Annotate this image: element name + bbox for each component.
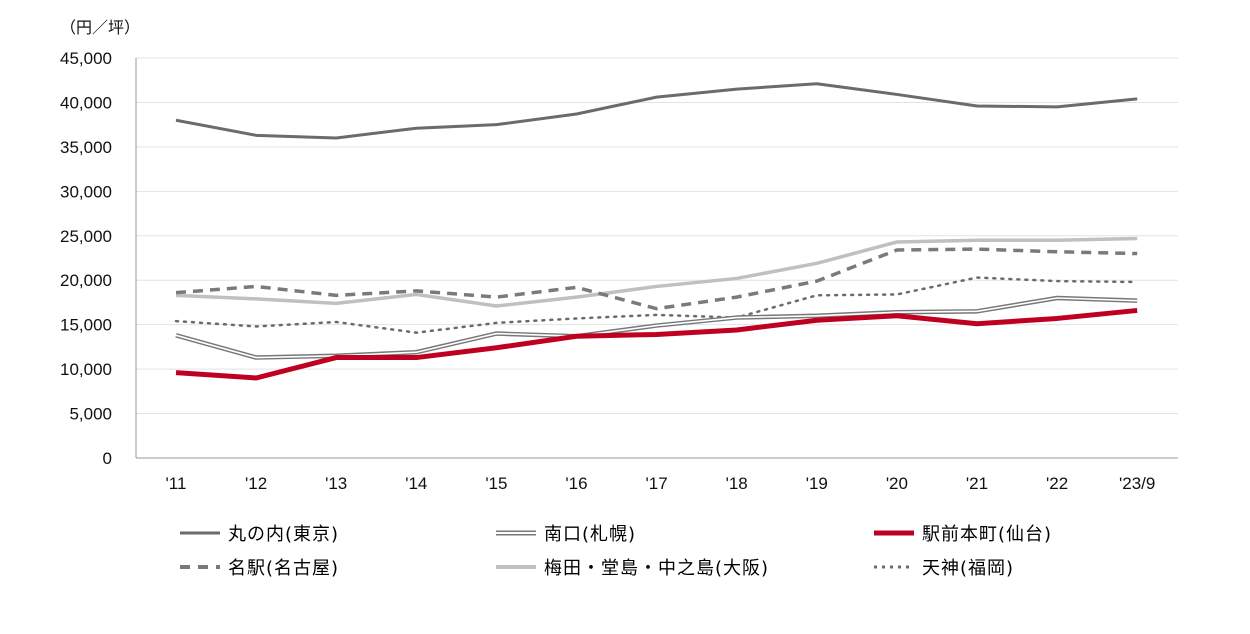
legend-item-ekimaehonmachi: 駅前本町(仙台)	[872, 520, 1052, 546]
legend-swatch-light	[496, 565, 536, 569]
x-tick-label: '17	[646, 474, 668, 493]
y-tick-label: 20,000	[60, 271, 112, 290]
y-tick-label: 0	[103, 449, 112, 468]
legend-item-umeda: 梅田・堂島・中之島(大阪)	[494, 554, 769, 580]
legend-swatch-thick	[874, 530, 914, 536]
legend-swatch-dashed	[180, 565, 220, 569]
x-tick-label: '23/9	[1119, 474, 1155, 493]
legend-label: 駅前本町(仙台)	[922, 524, 1053, 545]
legend-label: 天神(福岡)	[922, 558, 1015, 579]
legend-item-minamiguchi: 南口(札幌)	[494, 520, 636, 546]
y-tick-label: 40,000	[60, 93, 112, 112]
x-tick-label: '14	[405, 474, 427, 493]
series-line	[174, 276, 1139, 334]
y-tick-label: 5,000	[69, 405, 112, 424]
y-tick-label: 15,000	[60, 316, 112, 335]
legend: 丸の内(東京) 南口(札幌) 駅前本町(仙台) 名駅(名古屋) 梅田・堂島・中之…	[178, 520, 1238, 590]
y-tick-label: 45,000	[60, 49, 112, 68]
x-tick-label: '11	[166, 474, 187, 493]
x-tick-label: '18	[726, 474, 748, 493]
y-unit-label: （円／坪）	[60, 18, 140, 37]
series-line	[175, 236, 1138, 308]
legend-label: 名駅(名古屋)	[228, 558, 340, 579]
series-lines	[174, 82, 1139, 381]
x-tick-label: '15	[485, 474, 507, 493]
legend-label: 南口(札幌)	[544, 524, 637, 545]
legend-item-tenjin: 天神(福岡)	[872, 554, 1014, 580]
series-line	[175, 82, 1138, 140]
x-tick-label: '21	[966, 474, 988, 493]
y-tick-label: 30,000	[60, 182, 112, 201]
x-tick-label: '12	[245, 474, 267, 493]
legend-swatch-dotted	[874, 565, 914, 569]
series-line	[175, 247, 1138, 311]
legend-swatch-double	[496, 530, 536, 536]
legend-item-marunouchi: 丸の内(東京)	[178, 520, 339, 546]
x-tick-labels: '11 '12 '13 '14 '15 '16 '17 '18 '19 '20 '21 '22 '23/…	[166, 474, 1156, 493]
legend-item-meieki: 名駅(名古屋)	[178, 554, 339, 580]
x-tick-label: '22	[1046, 474, 1068, 493]
y-tick-label: 10,000	[60, 360, 112, 379]
x-tick-label: '16	[565, 474, 587, 493]
legend-label: 梅田・堂島・中之島(大阪)	[544, 558, 770, 579]
gridlines	[136, 57, 1178, 415]
y-tick-labels: 0 5,000 10,000 15,000 20,000 25,000 30,000 35,0…	[60, 49, 112, 468]
x-tick-label: '20	[886, 474, 908, 493]
series-line	[175, 307, 1138, 381]
y-tick-label: 35,000	[60, 138, 112, 157]
legend-label: 丸の内(東京)	[228, 524, 340, 545]
x-tick-label: '13	[325, 474, 347, 493]
x-tick-label: '19	[806, 474, 828, 493]
legend-swatch-solid	[180, 531, 220, 535]
y-tick-label: 25,000	[60, 227, 112, 246]
